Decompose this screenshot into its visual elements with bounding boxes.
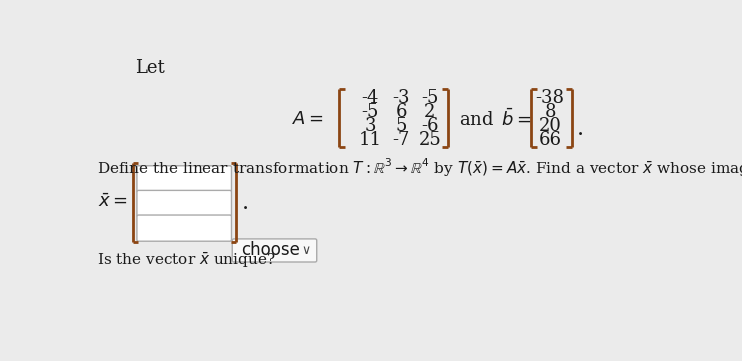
Text: 11: 11 — [358, 131, 381, 149]
Text: and $\,\bar{b} =$: and $\,\bar{b} =$ — [459, 108, 531, 130]
Text: 2: 2 — [424, 103, 436, 121]
Text: 25: 25 — [418, 131, 441, 149]
Text: 5: 5 — [395, 117, 407, 135]
Text: -5: -5 — [361, 103, 379, 121]
Text: .: . — [577, 118, 584, 140]
Text: -5: -5 — [421, 89, 439, 107]
Text: Let: Let — [135, 60, 165, 78]
FancyBboxPatch shape — [137, 215, 232, 241]
Text: ∨: ∨ — [301, 244, 310, 257]
Text: $A =$: $A =$ — [292, 110, 324, 128]
FancyBboxPatch shape — [232, 239, 317, 262]
Text: .: . — [243, 192, 249, 214]
FancyBboxPatch shape — [137, 190, 232, 217]
Text: 20: 20 — [539, 117, 562, 135]
Text: -38: -38 — [536, 89, 565, 107]
Text: 6: 6 — [395, 103, 407, 121]
Text: -6: -6 — [421, 117, 439, 135]
Text: -3: -3 — [393, 89, 410, 107]
Text: choose: choose — [242, 242, 301, 260]
Text: 3: 3 — [364, 117, 376, 135]
Text: Define the linear transformation $T : \mathbb{R}^3 \rightarrow \mathbb{R}^4$ by : Define the linear transformation $T : \m… — [96, 157, 742, 179]
Text: 66: 66 — [539, 131, 562, 149]
FancyBboxPatch shape — [137, 166, 232, 192]
Text: -7: -7 — [393, 131, 410, 149]
Text: Is the vector $\bar{x}$ unique?: Is the vector $\bar{x}$ unique? — [96, 251, 275, 270]
Text: 8: 8 — [544, 103, 556, 121]
Text: $\bar{x} =$: $\bar{x} =$ — [98, 193, 128, 211]
Text: -4: -4 — [361, 89, 379, 107]
